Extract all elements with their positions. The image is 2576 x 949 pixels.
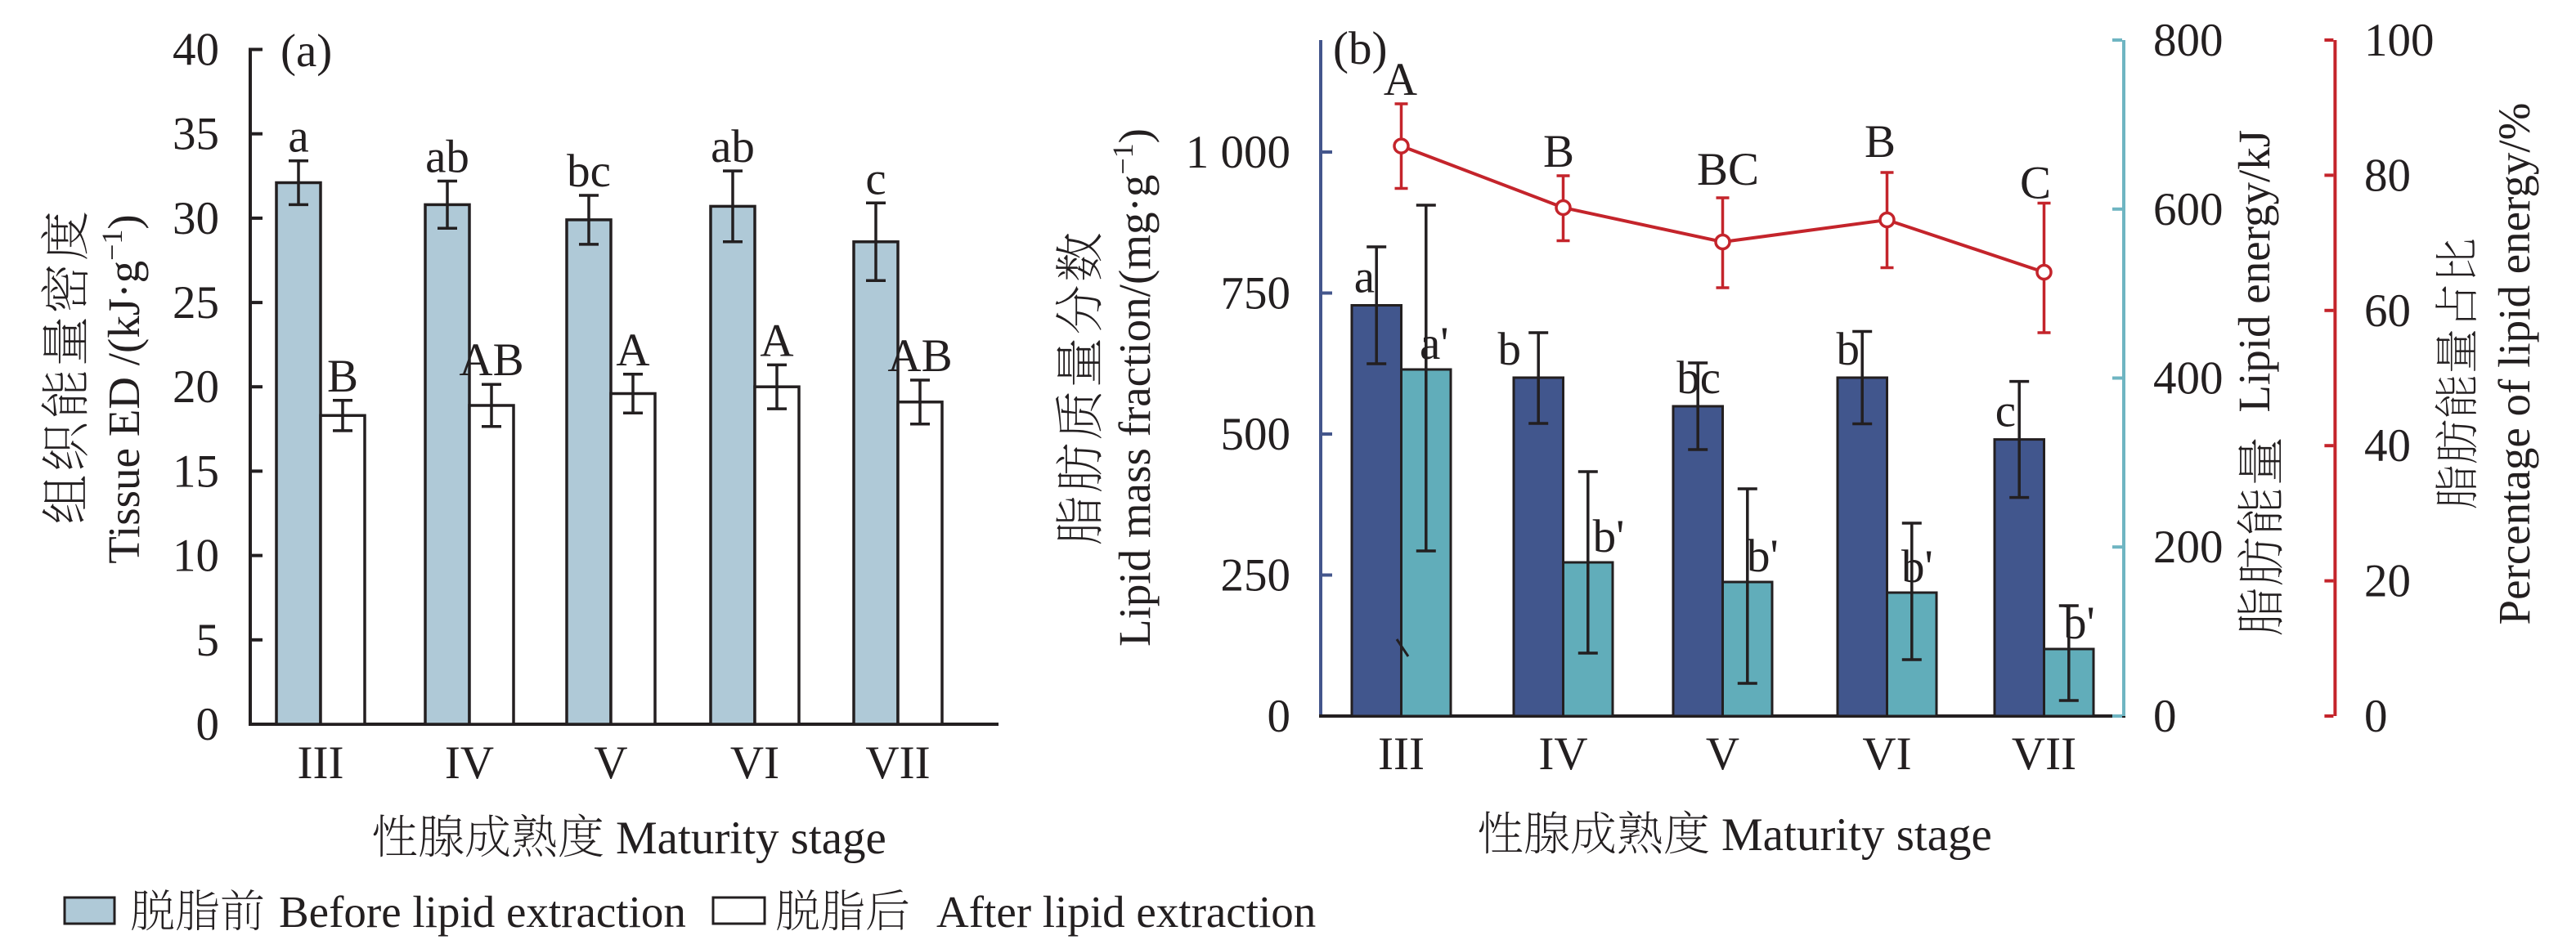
svg-text:5: 5 (196, 615, 220, 666)
svg-text:25: 25 (173, 277, 219, 329)
svg-text:After lipid extraction: After lipid extraction (936, 887, 1316, 937)
svg-text:100: 100 (2364, 15, 2435, 66)
svg-text:ab: ab (711, 121, 755, 172)
svg-text:A: A (1384, 54, 1417, 105)
svg-text:VI: VI (730, 737, 779, 789)
svg-text:c: c (865, 153, 886, 204)
svg-text:0: 0 (2364, 691, 2388, 742)
svg-text:A: A (760, 315, 793, 366)
svg-text:a': a' (1420, 318, 1449, 369)
svg-text:200: 200 (2153, 522, 2224, 573)
svg-text:30: 30 (173, 193, 219, 244)
svg-text:AB: AB (459, 334, 523, 386)
svg-text:800: 800 (2153, 15, 2224, 66)
svg-text:b': b' (1747, 530, 1779, 582)
svg-text:Lipid energy/kJ: Lipid energy/kJ (2229, 130, 2279, 413)
svg-text:V: V (1706, 728, 1739, 780)
svg-text:IV: IV (445, 737, 494, 789)
svg-text:20: 20 (173, 361, 219, 413)
svg-text:60: 60 (2364, 285, 2411, 337)
svg-text:b': b' (2063, 598, 2095, 649)
svg-text:B: B (327, 351, 358, 402)
svg-text:ab: ab (425, 132, 469, 183)
svg-text:c: c (1995, 386, 2016, 437)
svg-text:250: 250 (1221, 550, 1291, 602)
svg-text:V: V (594, 737, 627, 789)
svg-text:bc: bc (1676, 352, 1721, 404)
svg-text:600: 600 (2153, 184, 2224, 235)
svg-text:III: III (1378, 728, 1425, 780)
svg-text:(b): (b) (1333, 23, 1387, 74)
svg-text:b: b (1498, 324, 1522, 375)
svg-text:15: 15 (173, 445, 219, 497)
svg-text:0: 0 (196, 699, 220, 750)
svg-text:bc: bc (567, 145, 611, 197)
svg-text:Percentage of lipid energy/%: Percentage of lipid energy/% (2489, 103, 2539, 625)
svg-text:B: B (1865, 116, 1896, 168)
svg-text:Maturity stage: Maturity stage (616, 812, 886, 864)
svg-text:b': b' (1593, 511, 1625, 562)
svg-text:40: 40 (2364, 420, 2411, 472)
svg-text:b': b' (1901, 541, 1933, 593)
svg-text:VII: VII (2012, 728, 2076, 780)
svg-text:20: 20 (2364, 556, 2411, 607)
svg-text:b: b (1837, 324, 1860, 375)
svg-text:40: 40 (173, 25, 219, 76)
svg-text:1 000: 1 000 (1186, 127, 1290, 178)
svg-text:A: A (616, 325, 649, 376)
svg-text:400: 400 (2153, 353, 2224, 405)
svg-text:0: 0 (1268, 691, 1291, 742)
svg-text:AB: AB (887, 330, 952, 382)
svg-text:VII: VII (865, 737, 930, 789)
svg-text:C: C (2020, 158, 2051, 209)
svg-text:Tissue ED /(kJ·g−1): Tissue ED /(kJ·g−1) (96, 214, 149, 563)
svg-text:VI: VI (1862, 728, 1911, 780)
svg-text:BC: BC (1697, 144, 1759, 195)
svg-text:Before lipid extraction: Before lipid extraction (279, 887, 686, 937)
svg-text:0: 0 (2153, 691, 2177, 742)
svg-text:(a): (a) (280, 25, 332, 77)
svg-text:III: III (298, 737, 344, 789)
svg-text:a: a (1354, 252, 1375, 303)
svg-text:a: a (288, 111, 308, 163)
svg-text:Maturity stage: Maturity stage (1721, 809, 1992, 861)
svg-text:Lipid mass fraction/(mg·g−1): Lipid mass fraction/(mg·g−1) (1106, 128, 1160, 647)
svg-text:35: 35 (173, 109, 219, 160)
svg-text:B: B (1543, 126, 1574, 177)
svg-text:80: 80 (2364, 150, 2411, 201)
svg-text:500: 500 (1221, 409, 1291, 460)
svg-text:750: 750 (1221, 268, 1291, 320)
svg-text:10: 10 (173, 530, 219, 582)
svg-text:IV: IV (1538, 728, 1587, 780)
